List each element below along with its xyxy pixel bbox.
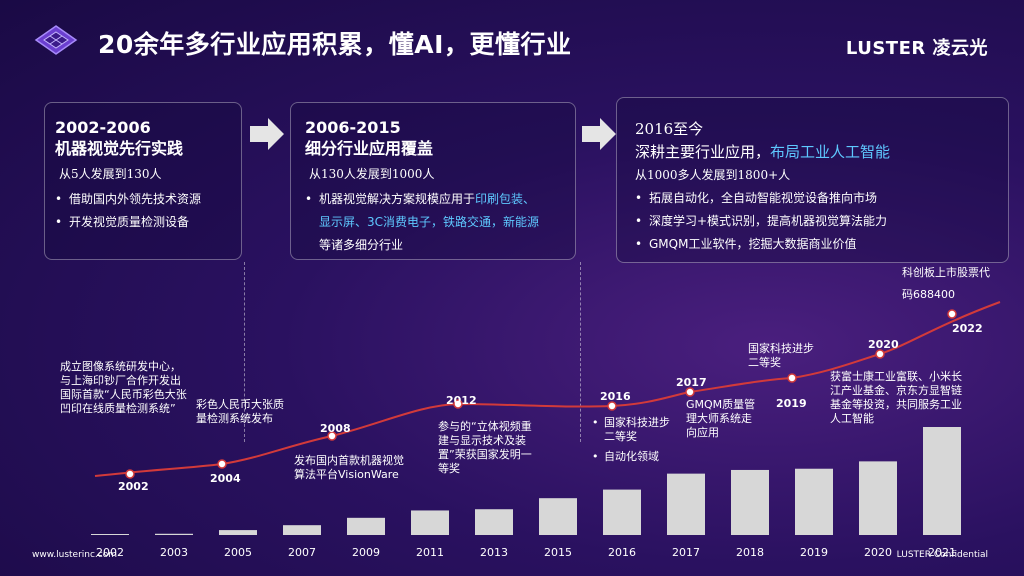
- phase-3-highlight: 布局工业人工智能: [770, 143, 891, 161]
- milestone-dot: [787, 373, 797, 383]
- milestone-dot: [327, 431, 337, 441]
- bar-2017: [667, 473, 705, 535]
- bar-2011: [411, 510, 449, 535]
- bar-label-2020: 2020: [864, 546, 892, 559]
- bar-label-2017: 2017: [672, 546, 700, 559]
- phase-2-title-years: 2006-2015: [305, 118, 401, 137]
- event-2016b-text: 自动化领域: [604, 450, 659, 463]
- phase-3-title-years: 2016至今: [635, 120, 704, 138]
- bar-label-2019: 2019: [800, 546, 828, 559]
- bar-2021: [923, 427, 961, 535]
- bar-2020: [859, 461, 897, 535]
- phase-2-subtitle: 从130人发展到1000人: [309, 167, 435, 181]
- bar-label-2007: 2007: [288, 546, 316, 559]
- bar-label-2002: 2002: [96, 546, 124, 559]
- phase-card-3: 2016至今 深耕主要行业应用，布局工业人工智能 从1000多人发展到1800+…: [616, 97, 1009, 263]
- bar-label-2015: 2015: [544, 546, 572, 559]
- bar-2009: [347, 517, 385, 535]
- milestone-dot: [217, 459, 227, 469]
- bar-2005: [219, 530, 257, 535]
- event-2020: 获富士康工业富联、小米长江产业基金、京东方显智链基金等投资，共同服务工业人工智能: [830, 370, 962, 425]
- bar-label-2009: 2009: [352, 546, 380, 559]
- bar-2007: [283, 525, 321, 535]
- bar-2018: [731, 469, 769, 535]
- phase-card-1: 2002-2006 机器视觉先行实践 从5人发展到130人 借助国内外领先技术资…: [44, 102, 242, 260]
- website-link[interactable]: www.lusterinc.com: [32, 550, 118, 560]
- milestone-year: 2004: [210, 472, 241, 485]
- phase-2-bullet: 机器视觉解决方案规模应用于印刷包装、 显示屏、3C消费电子，铁路交通，新能源 等…: [305, 188, 575, 257]
- phase-2-highlight: 印刷包装、: [475, 192, 536, 206]
- bar-2013: [475, 509, 513, 535]
- phase-2-bullet-text: 机器视觉解决方案规模应用于: [319, 192, 476, 206]
- phase-1-title-years: 2002-2006: [55, 118, 151, 137]
- bar-2016: [603, 489, 641, 535]
- bar-label-2021: 2021: [928, 546, 956, 559]
- phase-3-bullet: 拓展自动化，全自动智能视觉设备推向市场: [635, 187, 1008, 210]
- phase-3-bullet: 深度学习+模式识别，提高机器视觉算法能力: [635, 210, 1008, 233]
- bar-label-2013: 2013: [480, 546, 508, 559]
- phase-1-bullet: 借助国内外领先技术资源: [55, 188, 241, 211]
- bar-2015: [539, 498, 577, 535]
- milestone-dot: [125, 469, 135, 479]
- phase-divider: [580, 262, 581, 442]
- milestone-dot: [607, 401, 617, 411]
- milestone-year: 2020: [868, 338, 899, 351]
- event-2016b: • 自动化领域: [592, 450, 676, 464]
- event-2016a: • 国家科技进步二等奖: [592, 416, 676, 444]
- milestone-dot: [453, 399, 463, 409]
- event-2008: 发布国内首款机器视觉算法平台VisionWare: [294, 454, 404, 481]
- phase-1-subtitle: 从5人发展到130人: [59, 167, 162, 181]
- page-title: 20余年多行业应用积累，懂AI，更懂行业: [98, 30, 572, 59]
- bar-2002: [91, 534, 129, 535]
- milestone-year: 2008: [320, 422, 351, 435]
- milestone-year: 2019: [776, 397, 807, 410]
- brand-logo: LUSTER 凌云光: [845, 38, 988, 59]
- confidential-label: LUSTER Confidential: [896, 550, 988, 560]
- event-2022: 科创板上市股票代码688400: [902, 266, 990, 301]
- bar-2019: [795, 468, 833, 535]
- phase-3-bullet: GMQM工业软件，挖掘大数据商业价值: [635, 233, 1008, 256]
- milestone-dot: [685, 387, 695, 397]
- bar-label-2018: 2018: [736, 546, 764, 559]
- arrow-right-icon: [582, 118, 616, 150]
- milestone-dot: [947, 309, 957, 319]
- phase-1-title: 机器视觉先行实践: [55, 139, 184, 158]
- event-2002: 成立图像系统研发中心，与上海印钞厂合作开发出国际首款“人民币彩色大张凹印在线质量…: [60, 360, 187, 415]
- event-2017: GMQM质量管理大师系统走向应用: [686, 398, 756, 439]
- milestone-year: 2016: [600, 390, 631, 403]
- arrow-right-icon: [250, 118, 284, 150]
- bar-label-2003: 2003: [160, 546, 188, 559]
- phase-2-bullet-text: 等诸多细分行业: [319, 238, 404, 252]
- milestone-dot: [875, 349, 885, 359]
- bar-label-2005: 2005: [224, 546, 252, 559]
- phase-card-2: 2006-2015 细分行业应用覆盖 从130人发展到1000人 机器视觉解决方…: [290, 102, 576, 260]
- phase-3-title-text: 深耕主要行业应用，: [635, 143, 771, 161]
- phase-3-subtitle: 从1000多人发展到1800+人: [635, 168, 791, 182]
- milestone-year: 2017: [676, 376, 707, 389]
- phase-3-title: 深耕主要行业应用，布局工业人工智能: [635, 141, 1008, 162]
- phase-divider: [244, 262, 245, 442]
- phase-2-highlight: 显示屏、3C消费电子，铁路交通，新能源: [319, 215, 540, 229]
- event-2019: 国家科技进步二等奖: [748, 342, 814, 369]
- milestone-year: 2022: [952, 322, 983, 335]
- bar-label-2011: 2011: [416, 546, 444, 559]
- event-2016a-text: 国家科技进步二等奖: [604, 416, 670, 443]
- bar-2003: [155, 533, 193, 535]
- event-2012: 参与的“立体视频重建与显示技术及装置”荣获国家发明一等奖: [438, 420, 532, 475]
- bar-label-2016: 2016: [608, 546, 636, 559]
- event-2004: 彩色人民币大张质量检测系统发布: [196, 398, 284, 425]
- phase-2-title: 细分行业应用覆盖: [305, 139, 434, 158]
- growth-curve: [94, 301, 1001, 477]
- phase-1-bullet: 开发视觉质量检测设备: [55, 211, 241, 234]
- milestone-year: 2002: [118, 480, 149, 493]
- chip-logo-icon: [32, 22, 80, 62]
- milestone-year: 2012: [446, 394, 477, 407]
